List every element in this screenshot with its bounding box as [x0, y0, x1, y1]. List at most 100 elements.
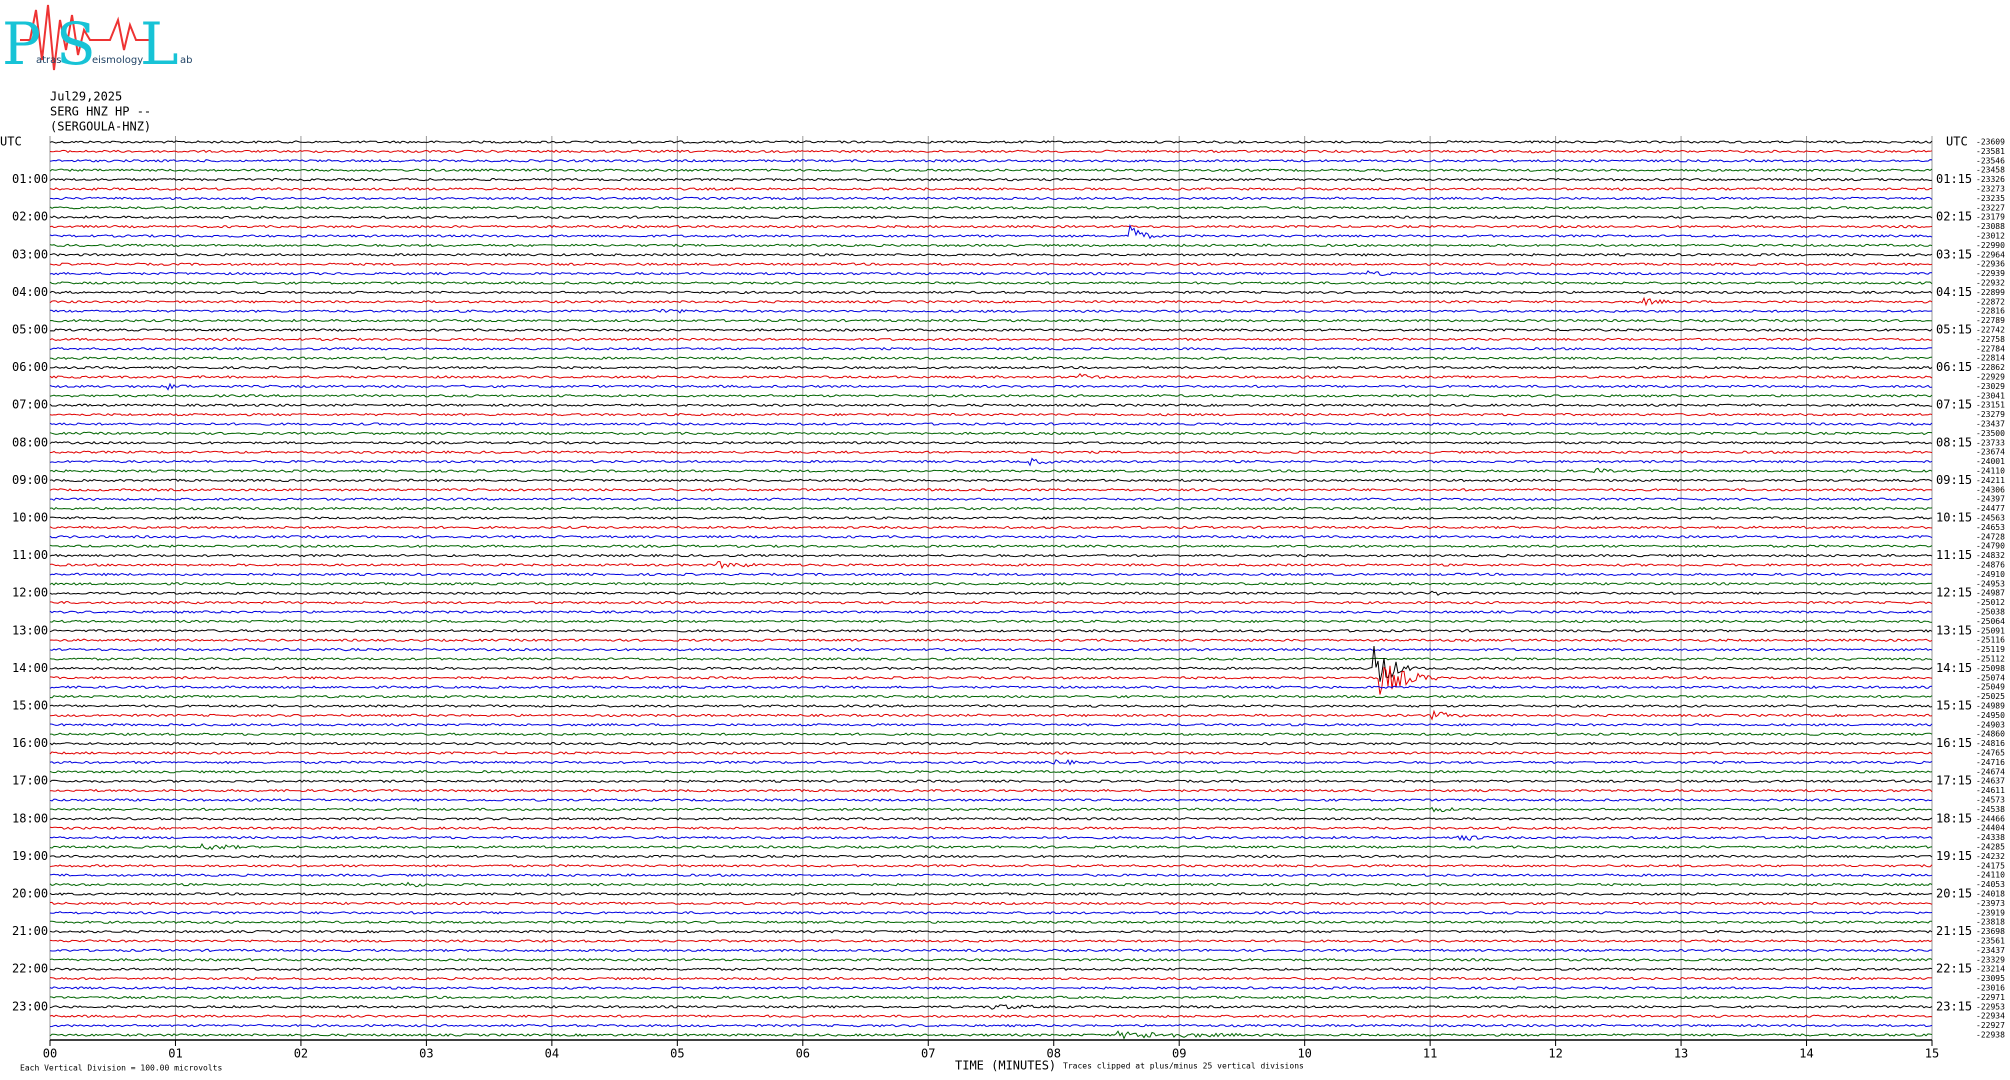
offset-label: -24816 [1976, 739, 2005, 748]
offset-label: -25091 [1976, 626, 2005, 635]
offset-label: -23581 [1976, 147, 2005, 156]
seismic-trace [49, 177, 1933, 182]
seismic-trace [49, 382, 1933, 391]
seismic-trace [49, 346, 1933, 351]
offset-label: -23214 [1976, 965, 2005, 974]
seismic-trace [49, 704, 1933, 708]
left-hour-label: 15:00 [12, 699, 48, 713]
logo-letter: S [56, 10, 96, 78]
seismic-trace [49, 206, 1933, 210]
seismic-trace [49, 243, 1933, 248]
left-hour-label: 04:00 [12, 285, 48, 299]
seismic-trace [49, 168, 1933, 172]
offset-label: -24175 [1976, 861, 2005, 870]
x-tick-label: 12 [1548, 1047, 1562, 1061]
offset-label: -23273 [1976, 185, 2005, 194]
offset-label: -24563 [1976, 514, 2005, 523]
offset-label: -25119 [1976, 645, 2005, 654]
right-hour-label: 15:15 [1936, 699, 1972, 713]
offset-label: -24110 [1976, 871, 2005, 880]
right-hour-label: 16:15 [1936, 736, 1972, 750]
offset-label: -23016 [1976, 984, 2005, 993]
seismic-trace [49, 817, 1933, 821]
left-hour-label: 13:00 [12, 623, 48, 637]
seismic-trace [49, 619, 1932, 624]
offset-label: -25038 [1976, 608, 2005, 617]
left-hour-label: 01:00 [12, 172, 48, 186]
seismic-trace [49, 1023, 1933, 1028]
logo-squiggle [20, 4, 150, 71]
seismic-trace [49, 892, 1933, 896]
offset-label: -22872 [1976, 297, 2005, 306]
seismic-trace [49, 610, 1933, 614]
offset-label: -23698 [1976, 927, 2005, 936]
seismic-trace [49, 1004, 1933, 1010]
seismic-trace [49, 196, 1933, 201]
offset-label: -22789 [1976, 316, 2005, 325]
right-hour-label: 18:15 [1936, 811, 1972, 825]
x-tick-label: 06 [796, 1047, 810, 1061]
offset-label: -24728 [1976, 532, 2005, 541]
seismic-trace [49, 957, 1933, 962]
offset-label: -25116 [1976, 636, 2005, 645]
seismic-trace [49, 262, 1933, 267]
offset-label: -25074 [1976, 673, 2005, 682]
offset-label: -23437 [1976, 946, 2005, 955]
offset-label: -22758 [1976, 335, 2005, 344]
site: (SERGOULA-HNZ) [50, 120, 151, 134]
offset-label: -22953 [1976, 1002, 2005, 1011]
right-hour-label: 10:15 [1936, 511, 1972, 525]
left-hour-label: 22:00 [12, 962, 48, 976]
seismic-trace [49, 863, 1933, 868]
offset-label: -23546 [1976, 156, 2005, 165]
offset-label: -22927 [1976, 1021, 2005, 1030]
x-tick-label: 04 [545, 1047, 559, 1061]
scale-note: Each Vertical Division = 100.00 microvol… [20, 1064, 222, 1073]
seismic-trace [49, 525, 1933, 530]
seismic-trace [49, 709, 1933, 721]
left-hour-label: 08:00 [12, 435, 48, 449]
offset-label: -23818 [1976, 918, 2005, 927]
seismic-trace [49, 270, 1933, 277]
right-hour-label: 07:15 [1936, 398, 1972, 412]
seismic-trace [49, 318, 1933, 323]
offset-label: -22742 [1976, 326, 2005, 335]
seismic-trace [49, 403, 1933, 407]
offset-label: -24477 [1976, 504, 2005, 513]
seismic-trace [49, 224, 1933, 240]
offset-label: -24285 [1976, 843, 2005, 852]
offset-label: -24018 [1976, 890, 2005, 899]
seismic-trace [49, 581, 1933, 586]
offset-label: -22990 [1976, 241, 2005, 250]
seismic-trace [49, 572, 1933, 577]
offset-label: -22784 [1976, 344, 2005, 353]
offset-label: -24653 [1976, 523, 2005, 532]
left-hour-label: 19:00 [12, 849, 48, 863]
seismic-trace [49, 770, 1933, 774]
seismic-trace [49, 440, 1933, 445]
x-tick-label: 13 [1674, 1047, 1688, 1061]
seismic-trace [49, 751, 1933, 755]
seismic-trace [49, 337, 1933, 342]
seismic-trace [49, 281, 1933, 285]
offset-label: -24832 [1976, 551, 2005, 560]
seismic-trace [49, 296, 1933, 307]
x-tick-label: 11 [1423, 1047, 1437, 1061]
x-tick-label: 02 [294, 1047, 308, 1061]
logo-word: atras [36, 55, 62, 66]
left-hour-label: 14:00 [12, 661, 48, 675]
clip-note: Traces clipped at plus/minus 25 vertical… [1063, 1062, 1304, 1071]
offset-label: -23095 [1976, 974, 2005, 983]
seismic-trace [49, 628, 1933, 633]
x-tick-label: 08 [1047, 1047, 1061, 1061]
seismic-trace [49, 694, 1933, 699]
seismic-trace [49, 741, 1933, 746]
offset-label: -22939 [1976, 269, 2005, 278]
logo-letter: P [2, 10, 41, 78]
seismic-trace [49, 290, 1933, 295]
offset-label: -24110 [1976, 467, 2005, 476]
offset-label: -23609 [1976, 138, 2005, 147]
offset-label: -24860 [1976, 730, 2005, 739]
